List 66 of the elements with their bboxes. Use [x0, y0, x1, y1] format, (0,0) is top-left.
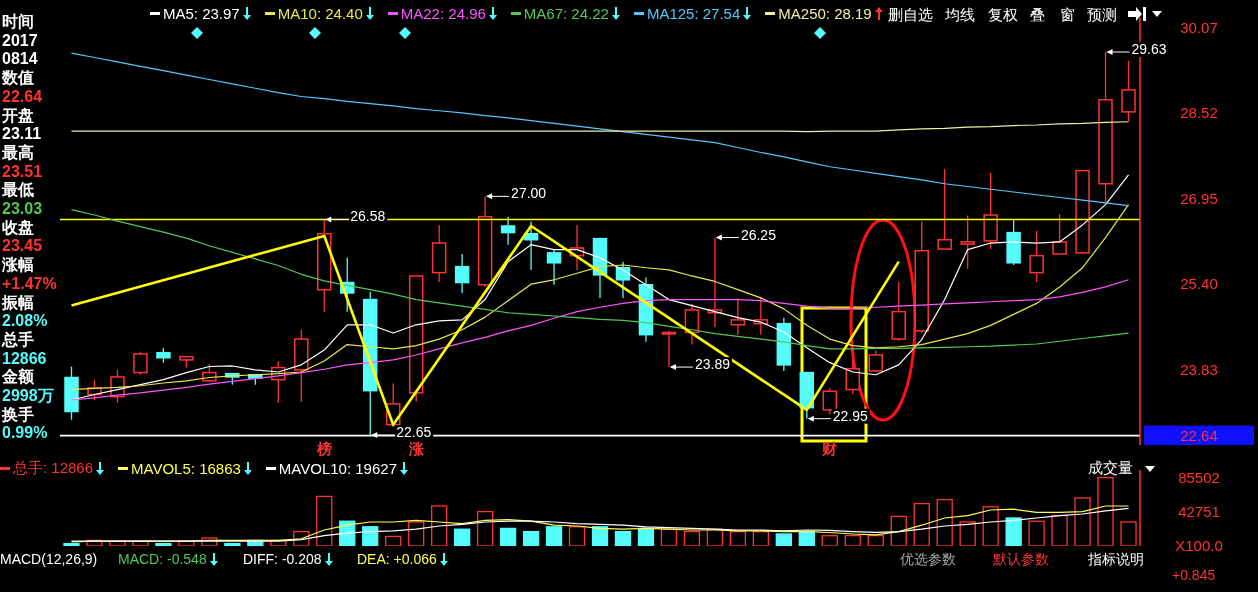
text: 23.51: [2, 162, 43, 181]
text: 最低: [2, 181, 34, 200]
legend-label: MAVOL10: 19627: [277, 460, 398, 477]
text: 换手: [2, 405, 34, 424]
annotation: 26.25: [740, 226, 777, 243]
annotation: 涨: [408, 440, 425, 459]
text: 金额: [2, 368, 34, 387]
legend-label: MA250: 28.19: [777, 5, 873, 22]
y-tick-label: 23.83: [1180, 361, 1218, 379]
text: +0.845: [1172, 567, 1216, 583]
y-tick-label: 42751: [1178, 502, 1220, 520]
annotation: 榜: [316, 440, 333, 459]
text: MACD(12,26,9): [0, 551, 98, 567]
text: MACD: -0.548: [118, 551, 208, 567]
y-tick-label: X100.0: [1175, 537, 1223, 554]
text: 0814: [2, 50, 38, 69]
annotation: 窗: [1060, 6, 1075, 25]
annotation: 29.63: [1131, 41, 1167, 58]
text: 优选参数: [900, 551, 956, 569]
text: DEA: +0.066: [357, 551, 438, 567]
annotation: 23.89: [694, 356, 731, 373]
annotation: 均线: [945, 6, 975, 25]
annotation: 22.95: [832, 407, 869, 424]
legend-label: MA67: 24.22: [522, 5, 610, 22]
text: 最高: [2, 143, 34, 162]
text: 振幅: [2, 293, 34, 312]
text: 时间: [2, 13, 34, 31]
text: 指标说明: [1088, 551, 1144, 569]
legend-label: 总手: 12866: [12, 459, 95, 478]
legend-label: MA10: 24.40: [276, 5, 364, 22]
annotation: 复权: [988, 6, 1018, 25]
annotation: 叠: [1030, 6, 1045, 25]
y-tick-label: 25.40: [1180, 275, 1218, 293]
text: 23.03: [2, 200, 43, 218]
legend-label: MAVOL5: 16863: [130, 460, 242, 477]
text: 开盘: [2, 106, 34, 125]
y-tick-label: 30.07: [1180, 18, 1218, 36]
annotation: 财: [821, 440, 838, 459]
text: 22.64: [2, 87, 43, 106]
y-tick-label: 28.52: [1180, 103, 1218, 121]
text: 2.08%: [2, 312, 48, 331]
text: 23.11: [2, 125, 42, 144]
text: 2017: [2, 31, 38, 50]
text: 数值: [2, 69, 34, 88]
text: 0.99%: [2, 424, 48, 443]
y-tick-label: 85502: [1178, 468, 1220, 486]
text: 默认参数: [993, 551, 1049, 569]
annotation: 22.65: [396, 424, 432, 441]
text: 涨幅: [2, 256, 34, 275]
chart-title: 成交量: [1088, 459, 1134, 478]
annotation: 删自选: [888, 6, 933, 25]
y-tick-label: 26.95: [1180, 190, 1218, 208]
text: DIFF: -0.208: [243, 551, 323, 567]
text: 总手: [2, 330, 34, 349]
text: 收盘: [2, 218, 34, 237]
text: 2998万: [2, 387, 54, 405]
text: 12866: [2, 349, 47, 368]
annotation: 27.00: [511, 185, 547, 202]
annotation: 26.58: [350, 208, 386, 225]
text: +1.47%: [2, 274, 57, 293]
legend-label: MA22: 24.96: [399, 5, 487, 22]
annotation: 预测: [1087, 6, 1117, 25]
text: 23.45: [2, 237, 43, 256]
legend-label: MA125: 27.54: [645, 5, 742, 22]
legend-label: MA5: 23.97: [162, 5, 241, 22]
ref-line-label: 22.64: [1180, 426, 1218, 444]
